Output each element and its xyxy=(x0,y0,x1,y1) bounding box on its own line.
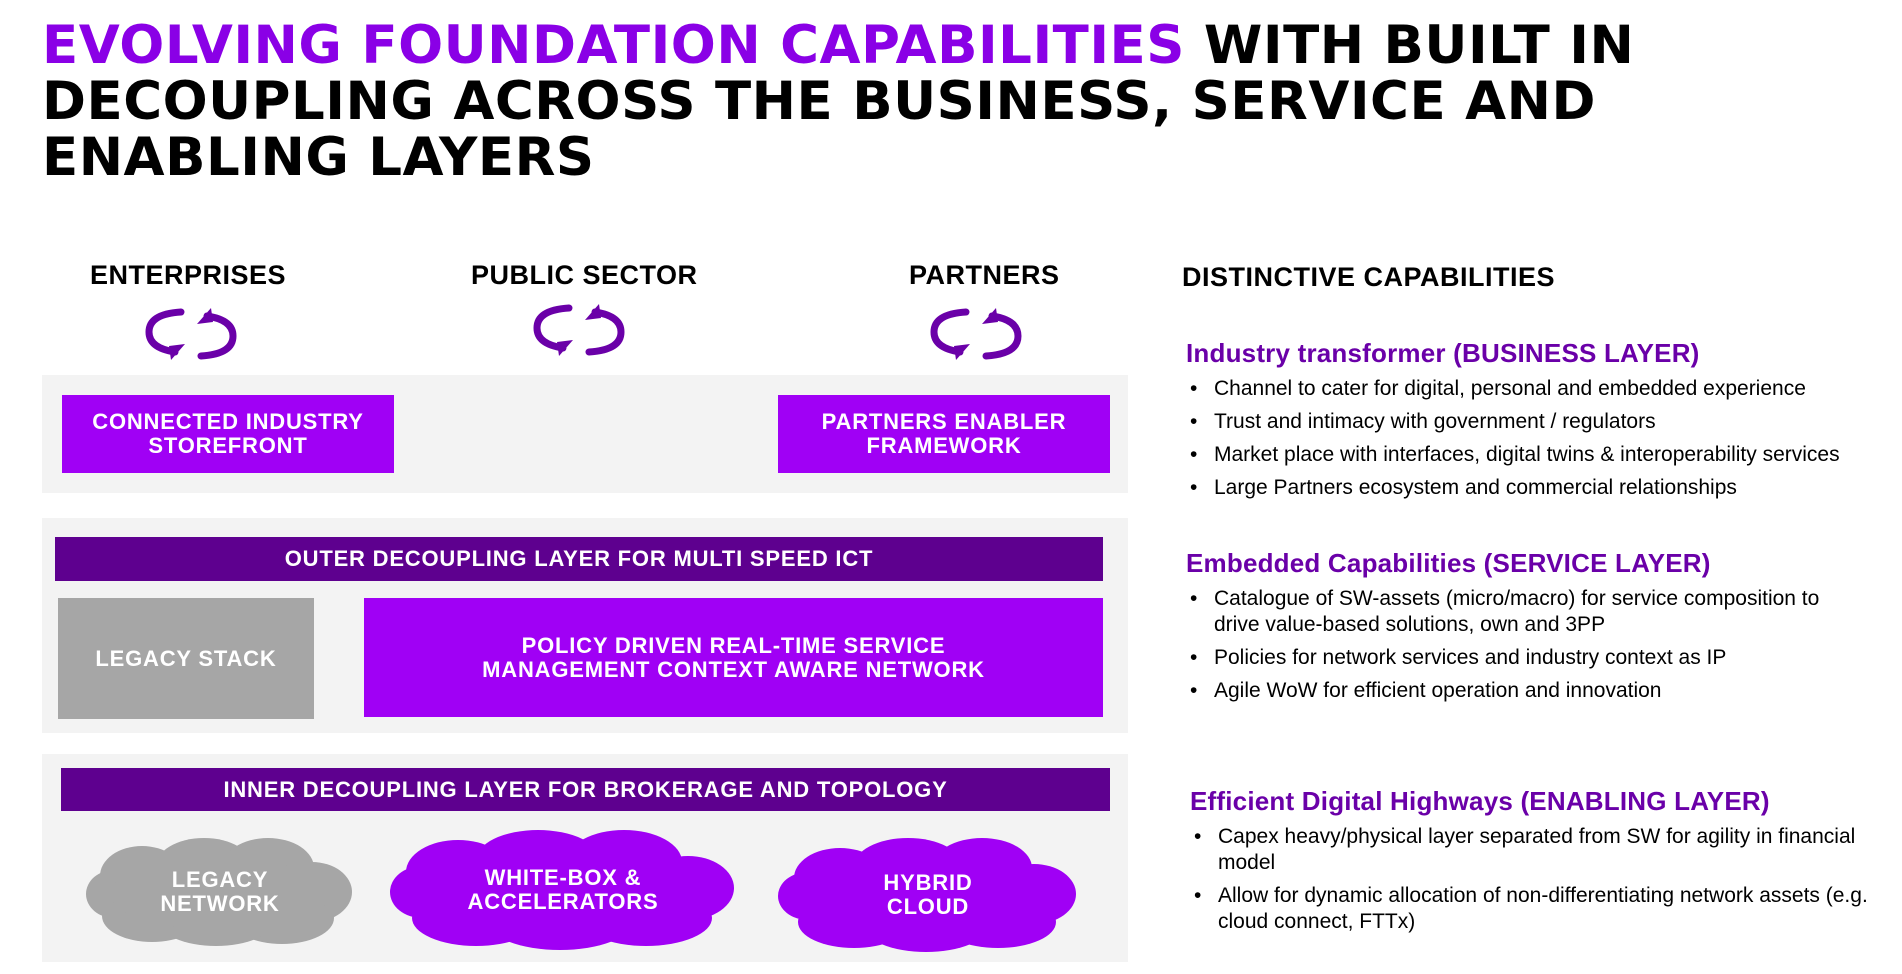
segment-public-sector: PUBLIC SECTOR xyxy=(471,260,698,290)
segment-partners: PARTNERS xyxy=(909,260,1060,290)
legacy-stack-label: LEGACY STACK xyxy=(95,645,277,671)
outer-decoupling-layer-header: OUTER DECOUPLING LAYER FOR MULTI SPEED I… xyxy=(55,537,1103,581)
page-title: EVOLVING FOUNDATION CAPABILITIES WITH BU… xyxy=(42,18,1842,186)
cycle-arrows-icon xyxy=(145,308,237,360)
cloud-shape-icon xyxy=(86,838,352,946)
enabling-layer-title: Efficient Digital Highways (ENABLING LAY… xyxy=(1190,786,1770,816)
partners-enabler-framework-box: PARTNERS ENABLER FRAMEWORK xyxy=(778,395,1110,473)
list-item: Trust and intimacy with government / reg… xyxy=(1184,409,1884,435)
cloud-shape-icon xyxy=(390,830,734,950)
segment-enterprises: ENTERPRISES xyxy=(90,260,287,290)
list-item: Large Partners ecosystem and commercial … xyxy=(1184,475,1884,501)
list-item: Agile WoW for efficient operation and in… xyxy=(1184,678,1854,704)
list-item: Channel to cater for digital, personal a… xyxy=(1184,376,1884,402)
list-item: Market place with interfaces, digital tw… xyxy=(1184,442,1884,468)
hybrid-cloud-label: HYBRID CLOUD xyxy=(883,870,973,919)
business-layer-title: Industry transformer (BUSINESS LAYER) xyxy=(1186,338,1700,368)
inner-decoupling-layer-header: INNER DECOUPLING LAYER FOR BROKERAGE AND… xyxy=(61,768,1110,811)
legacy-network-label: LEGACY NETWORK xyxy=(160,867,280,916)
white-box-accelerators-cloud: WHITE-BOX & ACCELERATORS xyxy=(388,828,738,952)
business-layer-bullets: Channel to cater for digital, personal a… xyxy=(1184,376,1884,508)
enabling-layer-bullets: Capex heavy/physical layer separated fro… xyxy=(1188,824,1868,942)
capabilities-heading: DISTINCTIVE CAPABILITIES xyxy=(1182,262,1556,292)
hybrid-cloud-cloud: HYBRID CLOUD xyxy=(778,836,1078,954)
white-box-accelerators-label: WHITE-BOX & ACCELERATORS xyxy=(467,865,659,914)
list-item: Policies for network services and indust… xyxy=(1184,645,1854,671)
policy-driven-label: POLICY DRIVEN REAL-TIME SERVICE MANAGEME… xyxy=(482,632,985,682)
storefront-label: CONNECTED INDUSTRY STOREFRONT xyxy=(92,409,364,458)
legacy-stack-box: LEGACY STACK xyxy=(58,598,314,719)
legacy-network-cloud: LEGACY NETWORK xyxy=(86,836,354,948)
partners-enabler-label: PARTNERS ENABLER FRAMEWORK xyxy=(821,409,1067,458)
connected-industry-storefront-box: CONNECTED INDUSTRY STOREFRONT xyxy=(62,395,394,473)
cloud-shape-icon xyxy=(778,838,1076,952)
cycle-arrows-icon xyxy=(533,304,625,356)
outer-decoupling-label: OUTER DECOUPLING LAYER FOR MULTI SPEED I… xyxy=(284,546,874,571)
title-rest: WITH BUILT IN DECOUPLING ACROSS THE BUSI… xyxy=(42,15,1635,188)
list-item: Allow for dynamic allocation of non-diff… xyxy=(1188,883,1868,935)
list-item: Catalogue of SW-assets (micro/macro) for… xyxy=(1184,586,1854,638)
list-item: Capex heavy/physical layer separated fro… xyxy=(1188,824,1868,876)
service-layer-title: Embedded Capabilities (SERVICE LAYER) xyxy=(1186,548,1711,578)
service-layer-bullets: Catalogue of SW-assets (micro/macro) for… xyxy=(1184,586,1854,711)
cycle-arrows-icon xyxy=(930,308,1022,360)
inner-decoupling-label: INNER DECOUPLING LAYER FOR BROKERAGE AND… xyxy=(223,776,948,802)
policy-driven-network-box: POLICY DRIVEN REAL-TIME SERVICE MANAGEME… xyxy=(364,598,1103,717)
title-accent: EVOLVING FOUNDATION CAPABILITIES xyxy=(42,15,1185,76)
